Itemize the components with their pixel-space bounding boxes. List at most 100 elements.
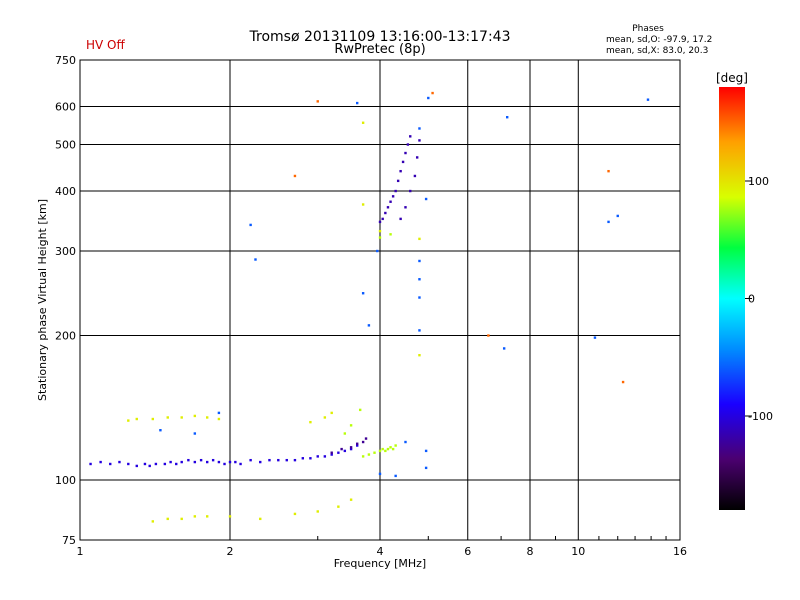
- data-point: [127, 419, 130, 422]
- data-point: [169, 460, 172, 464]
- y-tick-label: 200: [55, 330, 76, 343]
- data-points: [89, 91, 650, 523]
- data-point: [135, 417, 138, 421]
- data-point: [316, 510, 319, 513]
- data-point: [187, 458, 190, 462]
- data-point: [175, 462, 178, 466]
- x-tick-label: 1: [77, 545, 84, 558]
- data-point: [418, 127, 421, 130]
- data-point: [389, 233, 392, 236]
- data-point: [148, 464, 151, 468]
- data-point: [151, 417, 155, 421]
- x-tick-label: 10: [571, 545, 585, 558]
- y-tick-label: 600: [55, 101, 76, 114]
- data-point: [323, 416, 327, 419]
- data-point: [361, 440, 365, 444]
- y-axis-label: Stationary phase Virtual Height [km]: [36, 199, 49, 401]
- data-point: [404, 151, 407, 155]
- x-tick-label: 4: [377, 545, 384, 558]
- y-tick-label: 75: [62, 534, 76, 547]
- colorbar: [719, 87, 745, 510]
- data-point: [349, 498, 353, 501]
- data-point: [418, 139, 421, 142]
- data-point: [424, 466, 428, 470]
- x-tick-label: 16: [673, 545, 687, 558]
- data-point: [268, 458, 271, 462]
- colorbar-tick-label: -100: [748, 410, 773, 423]
- data-point: [355, 101, 359, 105]
- data-point: [343, 432, 347, 435]
- x-tick-label: 2: [227, 545, 234, 558]
- data-point: [323, 455, 327, 458]
- data-point: [330, 411, 333, 415]
- data-point: [386, 447, 390, 451]
- colorbar-tick-label: 0: [748, 293, 755, 306]
- data-point: [487, 334, 490, 337]
- data-point: [386, 206, 390, 209]
- data-point: [193, 460, 197, 464]
- data-point: [355, 444, 359, 447]
- data-point: [361, 203, 365, 206]
- data-point: [427, 96, 430, 100]
- data-point: [293, 174, 297, 178]
- data-point: [205, 416, 209, 419]
- data-point: [309, 457, 312, 460]
- data-point: [349, 447, 353, 451]
- data-point: [394, 444, 397, 447]
- data-point: [205, 515, 209, 518]
- data-point: [394, 189, 397, 193]
- data-point: [404, 440, 407, 444]
- data-point: [228, 515, 232, 518]
- data-point: [361, 121, 365, 124]
- y-tick-label: 300: [55, 245, 76, 258]
- data-point: [99, 460, 102, 464]
- data-point: [378, 472, 382, 476]
- data-point: [364, 437, 368, 440]
- data-point: [646, 98, 650, 101]
- data-point: [378, 449, 382, 453]
- hv-status-label: HV Off: [86, 38, 125, 52]
- data-point: [399, 169, 402, 173]
- data-point: [505, 116, 509, 119]
- data-point: [378, 229, 382, 233]
- chart-title: Tromsø 20131109 13:16:00-13:17:43: [249, 29, 511, 45]
- data-point: [343, 449, 347, 453]
- data-point: [394, 474, 397, 478]
- phases-x-stats: mean, sd,X: 83.0, 20.3: [606, 46, 708, 56]
- data-point: [376, 249, 379, 253]
- data-point: [330, 453, 333, 456]
- data-point: [349, 446, 353, 449]
- data-point: [381, 217, 384, 221]
- data-point: [316, 455, 319, 458]
- data-point: [391, 447, 395, 451]
- data-point: [399, 217, 402, 221]
- colorbar-ticks: 100 0 -100: [745, 175, 773, 423]
- data-point: [151, 520, 155, 523]
- data-point: [249, 458, 252, 462]
- data-point: [330, 451, 333, 454]
- data-point: [180, 460, 183, 464]
- data-point: [249, 223, 252, 227]
- data-point: [358, 408, 362, 412]
- colorbar-unit-label: [deg]: [716, 71, 748, 85]
- data-point: [154, 462, 158, 466]
- data-point: [424, 449, 428, 453]
- data-point: [205, 460, 209, 464]
- data-point: [391, 195, 395, 198]
- data-point: [418, 329, 421, 332]
- data-point: [118, 460, 121, 464]
- data-point: [607, 220, 610, 224]
- y-tick-label: 100: [55, 474, 76, 487]
- data-point: [381, 447, 384, 451]
- data-point: [373, 451, 376, 454]
- data-point: [418, 296, 421, 299]
- x-tick-label: 6: [464, 545, 471, 558]
- data-point: [180, 517, 183, 521]
- data-point: [159, 429, 162, 432]
- data-point: [193, 414, 197, 418]
- data-point: [337, 451, 340, 454]
- data-point: [404, 206, 407, 209]
- data-point: [593, 336, 597, 339]
- data-point: [502, 347, 506, 350]
